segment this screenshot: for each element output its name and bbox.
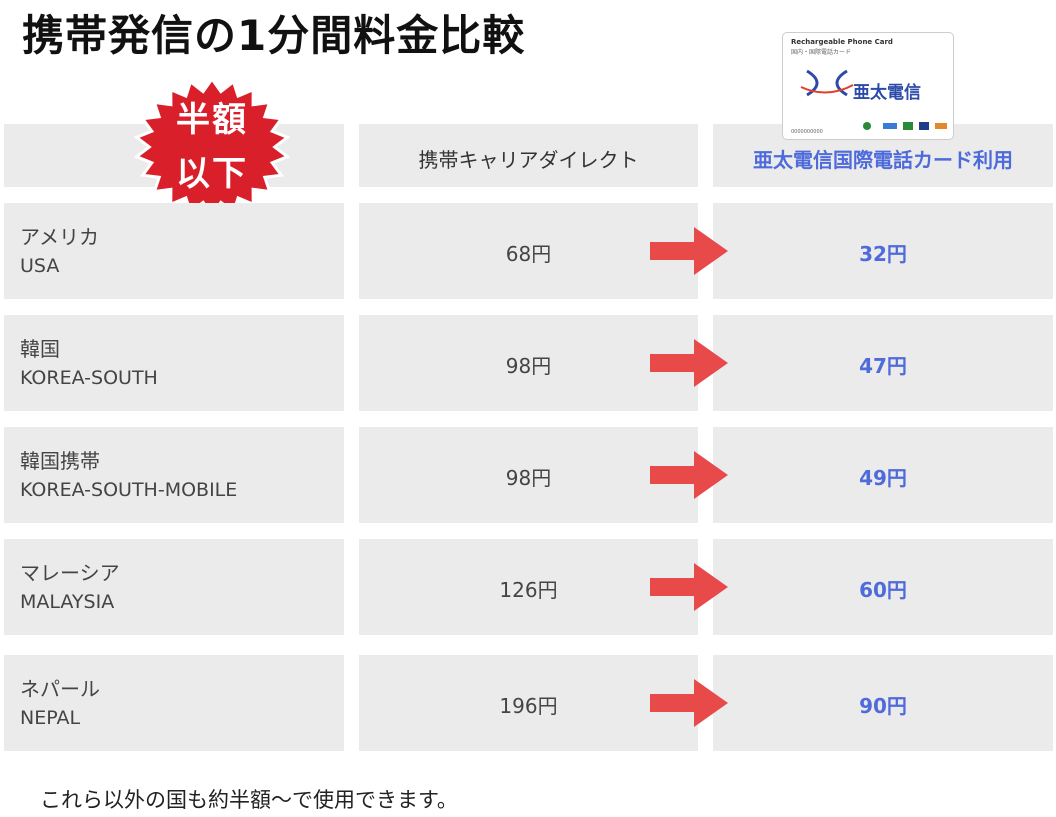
country-cell: アメリカ USA — [4, 203, 344, 299]
country-name-jp: 韓国携帯 — [20, 449, 100, 473]
card-price: 60円 — [859, 578, 907, 602]
card-brand: 亜太電信 — [853, 83, 921, 103]
country-name-jp: ネパール — [20, 677, 100, 701]
card-price: 90円 — [859, 694, 907, 718]
right-arrow-icon — [650, 451, 728, 499]
card-price: 32円 — [859, 242, 907, 266]
country-cell: ネパール NEPAL — [4, 655, 344, 751]
card-subtitle: 国内・国際電話カード — [791, 49, 852, 56]
carrier-price-cell: 98円 — [359, 427, 698, 523]
phone-card-image: Rechargeable Phone Card 国内・国際電話カード 亜太電信 … — [782, 32, 954, 140]
header-card-label: 亜太電信国際電話カード利用 — [753, 148, 1013, 172]
card-price-cell: 47円 — [713, 315, 1053, 411]
carrier-price: 126円 — [499, 578, 558, 602]
carrier-price: 68円 — [505, 242, 552, 266]
country-name-jp: マレーシア — [20, 561, 120, 585]
card-number: 0000000000 — [791, 129, 823, 135]
country-cell: 韓国携帯 KOREA-SOUTH-MOBILE — [4, 427, 344, 523]
store-logos-icon — [863, 122, 947, 130]
footer-note: これら以外の国も約半額～で使用できます。 — [40, 788, 458, 812]
badge-line1: 半額 — [176, 100, 248, 140]
country-name-en: KOREA-SOUTH — [20, 367, 158, 389]
card-title: Rechargeable Phone Card — [791, 38, 893, 46]
carrier-price: 98円 — [505, 354, 552, 378]
right-arrow-icon — [650, 339, 728, 387]
card-price: 47円 — [859, 354, 907, 378]
globe-logo-icon — [800, 69, 854, 97]
country-name-jp: 韓国 — [20, 337, 60, 361]
carrier-price-cell: 126円 — [359, 539, 698, 635]
header-carrier-label: 携帯キャリアダイレクト — [418, 148, 639, 172]
carrier-price-cell: 196円 — [359, 655, 698, 751]
carrier-price-cell: 68円 — [359, 203, 698, 299]
badge-line2: 以下 — [176, 154, 248, 194]
country-cell: マレーシア MALAYSIA — [4, 539, 344, 635]
country-name-en: KOREA-SOUTH-MOBILE — [20, 479, 238, 501]
country-cell: 韓国 KOREA-SOUTH — [4, 315, 344, 411]
card-price-cell: 49円 — [713, 427, 1053, 523]
right-arrow-icon — [650, 679, 728, 727]
right-arrow-icon — [650, 563, 728, 611]
card-price: 49円 — [859, 466, 907, 490]
right-arrow-icon — [650, 227, 728, 275]
carrier-price: 98円 — [505, 466, 552, 490]
country-name-en: NEPAL — [20, 707, 81, 729]
carrier-price-cell: 98円 — [359, 315, 698, 411]
header-cell-carrier: 携帯キャリアダイレクト — [359, 124, 698, 187]
page-title: 携帯発信の1分間料金比較 — [22, 11, 526, 60]
card-price-cell: 32円 — [713, 203, 1053, 299]
country-name-jp: アメリカ — [20, 225, 99, 249]
country-name-en: MALAYSIA — [20, 591, 115, 613]
card-price-cell: 60円 — [713, 539, 1053, 635]
carrier-price: 196円 — [499, 694, 558, 718]
country-name-en: USA — [20, 255, 60, 277]
card-price-cell: 90円 — [713, 655, 1053, 751]
